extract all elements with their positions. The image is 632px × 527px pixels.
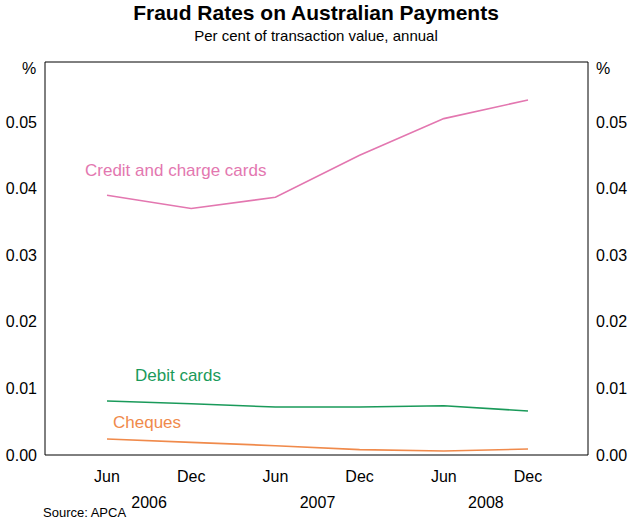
svg-text:0.00: 0.00 <box>596 447 624 464</box>
svg-text:0.01: 0.01 <box>596 380 624 397</box>
svg-text:2006: 2006 <box>131 494 167 511</box>
svg-text:Jun: Jun <box>263 468 289 485</box>
html-text:Cheques: Cheques <box>113 413 182 432</box>
svg-text:Jun: Jun <box>94 468 120 485</box>
svg-text:0.03: 0.03 <box>8 247 37 264</box>
html-text:Fraud Rates on Australian Paym: Fraud Rates on Australian Payments <box>133 1 499 24</box>
html-text:Credit and charge cards: Credit and charge cards <box>85 161 267 180</box>
svg-text:0.03: 0.03 <box>596 247 624 264</box>
svg-text:0.01: 0.01 <box>8 380 37 397</box>
svg-text:0.04: 0.04 <box>8 180 37 197</box>
svg-text:0.05: 0.05 <box>596 114 624 131</box>
svg-text:2008: 2008 <box>468 494 504 511</box>
html-text:Source: APCA: Source: APCA <box>43 505 127 520</box>
svg-text:0.05: 0.05 <box>8 114 37 131</box>
svg-text:Jun: Jun <box>431 468 457 485</box>
svg-text:Dec: Dec <box>514 468 542 485</box>
svg-text:Dec: Dec <box>345 468 373 485</box>
html-text:Debit cards: Debit cards <box>135 366 221 385</box>
svg-text:0.04: 0.04 <box>596 180 624 197</box>
svg-text:0.00: 0.00 <box>8 447 37 464</box>
svg-text:Dec: Dec <box>177 468 205 485</box>
html-text:Per cent of transaction value,: Per cent of transaction value, annual <box>194 27 438 44</box>
svg-text:0.02: 0.02 <box>8 313 37 330</box>
svg-text:0.02: 0.02 <box>596 313 624 330</box>
svg-text:2007: 2007 <box>300 494 336 511</box>
